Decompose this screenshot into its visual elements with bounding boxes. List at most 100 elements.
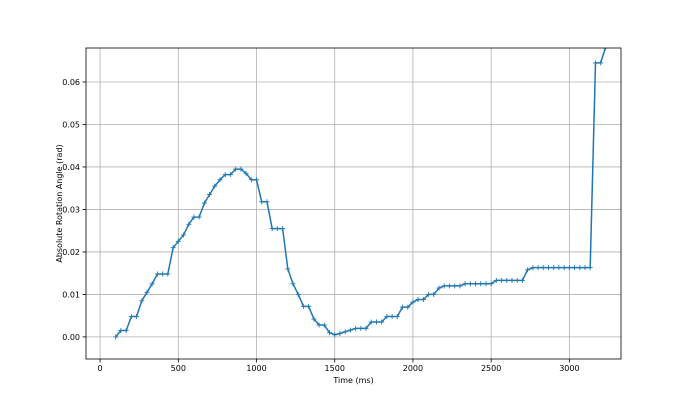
- series-markers: [113, 48, 608, 340]
- data-point: [259, 199, 265, 205]
- data-point: [118, 328, 124, 334]
- data-point: [306, 303, 312, 309]
- x-axis-ticks: 0 500 1000 1500 2000 2500 3000: [98, 359, 580, 373]
- data-point: [238, 166, 244, 172]
- x-tick-label: 2000: [403, 364, 423, 373]
- data-point: [509, 277, 515, 283]
- data-point: [598, 60, 604, 66]
- data-point: [212, 183, 218, 189]
- data-point: [311, 316, 317, 322]
- data-point: [551, 265, 557, 271]
- data-point: [519, 277, 525, 283]
- data-point: [399, 304, 405, 310]
- data-point: [415, 297, 421, 303]
- data-point: [426, 291, 432, 297]
- data-point: [572, 265, 578, 271]
- x-tick-label: 1500: [325, 364, 345, 373]
- data-point: [373, 319, 379, 325]
- y-axis-label: Absolute Rotation Angle (rad): [55, 144, 64, 262]
- data-point: [248, 177, 254, 183]
- data-point: [342, 329, 348, 335]
- data-point: [363, 325, 369, 331]
- data-point: [243, 170, 249, 176]
- data-point: [113, 334, 119, 340]
- y-tick-label: 0.02: [62, 248, 80, 257]
- data-point: [394, 314, 400, 320]
- data-point: [593, 60, 599, 66]
- data-point: [462, 281, 468, 287]
- series-path: [115, 48, 607, 338]
- data-point: [504, 277, 510, 283]
- data-point: [217, 177, 223, 183]
- data-point: [441, 283, 447, 289]
- data-point: [420, 297, 426, 303]
- data-point: [144, 289, 150, 295]
- data-point: [514, 277, 520, 283]
- data-point: [436, 285, 442, 291]
- x-axis-label: Time (ms): [332, 376, 373, 385]
- data-point: [389, 314, 395, 320]
- data-point: [561, 265, 567, 271]
- y-tick-label: 0.01: [62, 290, 80, 299]
- data-point: [493, 277, 499, 283]
- x-tick-label: 500: [171, 364, 186, 373]
- data-point: [264, 199, 270, 205]
- data-point: [165, 271, 171, 277]
- data-point: [473, 281, 479, 287]
- data-point: [227, 172, 233, 178]
- data-point: [347, 327, 353, 333]
- y-tick-label: 0.00: [62, 333, 80, 342]
- y-tick-label: 0.04: [62, 163, 80, 172]
- y-tick-label: 0.03: [62, 205, 80, 214]
- plot-frame: [85, 47, 622, 360]
- data-point: [556, 265, 562, 271]
- data-point: [280, 226, 286, 232]
- data-point: [128, 314, 134, 320]
- data-point: [254, 177, 260, 183]
- data-point: [431, 291, 437, 297]
- x-tick-label: 3000: [559, 364, 579, 373]
- data-point: [358, 325, 364, 331]
- data-point: [384, 314, 390, 320]
- data-point: [316, 322, 322, 328]
- x-tick-label: 0: [98, 364, 103, 373]
- data-point: [170, 245, 176, 251]
- data-point: [149, 281, 155, 287]
- data-point: [139, 298, 145, 304]
- data-point: [410, 299, 416, 305]
- data-point: [222, 172, 228, 178]
- data-point: [457, 283, 463, 289]
- data-point: [285, 266, 291, 272]
- data-point: [546, 265, 552, 271]
- data-point: [602, 48, 608, 51]
- data-point: [123, 328, 129, 334]
- data-point: [191, 214, 197, 220]
- data-point: [186, 221, 192, 227]
- data-point: [196, 214, 202, 220]
- data-point: [446, 283, 452, 289]
- x-tick-label: 2500: [481, 364, 501, 373]
- data-point: [180, 232, 186, 238]
- y-tick-label: 0.06: [62, 78, 80, 87]
- data-point: [175, 238, 181, 244]
- y-axis-ticks: 0.00 0.01 0.02 0.03 0.04 0.05 0.06: [62, 78, 86, 342]
- x-tick-label: 1000: [246, 364, 266, 373]
- y-tick-label: 0.05: [62, 120, 80, 129]
- data-point: [467, 281, 473, 287]
- data-point: [535, 265, 541, 271]
- data-point: [379, 319, 385, 325]
- data-point: [154, 271, 160, 277]
- data-point: [577, 265, 583, 271]
- data-point: [269, 226, 275, 232]
- data-point: [587, 265, 593, 271]
- data-point: [321, 322, 327, 328]
- data-point: [300, 303, 306, 309]
- data-point: [353, 325, 359, 331]
- data-point: [201, 200, 207, 206]
- data-point: [499, 277, 505, 283]
- data-point: [207, 192, 213, 198]
- data-point: [233, 166, 239, 172]
- data-point: [540, 265, 546, 271]
- data-point: [290, 281, 296, 287]
